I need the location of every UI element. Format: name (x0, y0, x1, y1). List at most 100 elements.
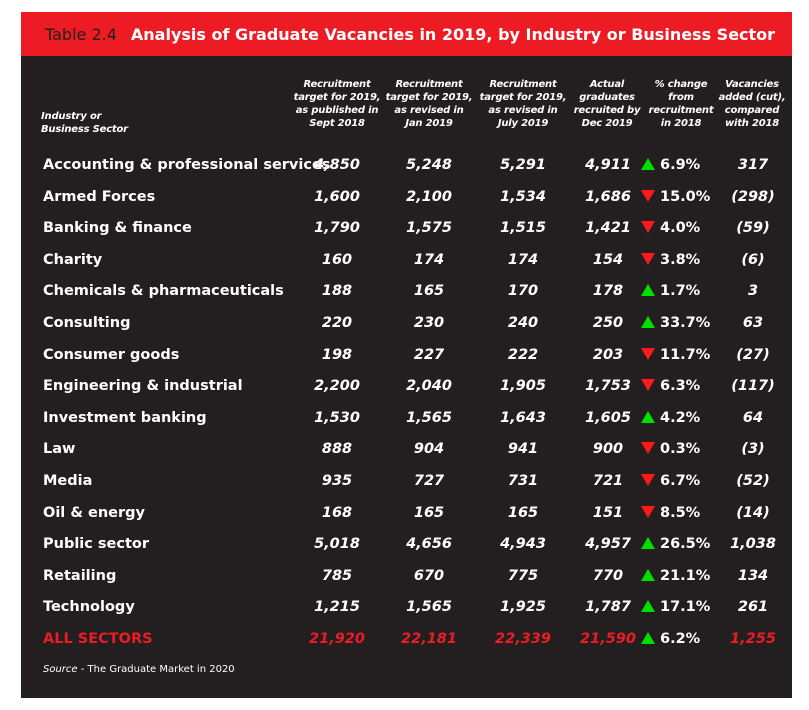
actual-recruited: 178 (592, 283, 624, 300)
table-row: Chemicals & pharmaceuticals 188 165 170 … (21, 276, 792, 307)
percent-change: 6.3% (641, 371, 721, 402)
actual-recruited: 721 (592, 473, 624, 489)
up-arrow-icon (641, 537, 655, 550)
total-percent-change: 6.2% (641, 624, 721, 655)
up-arrow-icon (641, 284, 655, 297)
target-sept: 785 (321, 567, 353, 584)
target-jan: 165 (413, 504, 445, 521)
vacancies-added: 3 (747, 283, 759, 300)
target-july: 5,291 (500, 157, 546, 173)
target-jan: 727 (413, 473, 445, 489)
vacancies-added: 1,038 (730, 536, 776, 553)
target-jan: 4,656 (406, 536, 452, 553)
down-arrow-icon (641, 189, 655, 202)
percent-change: 4.0% (641, 213, 721, 244)
percent-change: 8.5% (641, 498, 721, 529)
total-target-july: 22,339 (495, 631, 551, 647)
up-arrow-icon (641, 568, 655, 581)
actual-recruited: 900 (592, 441, 624, 458)
header-jan: Recruitment target for 2019, as revised … (385, 79, 473, 129)
target-july: 1,534 (500, 188, 546, 205)
actual-recruited: 250 (592, 315, 624, 331)
vacancies-added: 261 (737, 599, 769, 616)
table-row: Investment banking 1,530 1,565 1,643 1,6… (21, 403, 792, 434)
target-jan: 1,565 (406, 409, 452, 426)
percent-change: 17.1% (641, 592, 721, 623)
total-actual-recruited: 21,590 (580, 631, 636, 647)
target-jan: 2,100 (406, 188, 452, 205)
actual-recruited: 1,686 (585, 188, 631, 205)
table-row: Public sector 5,018 4,656 4,943 4,957 26… (21, 529, 792, 560)
target-july: 941 (507, 441, 539, 458)
down-arrow-icon (641, 221, 655, 234)
actual-recruited: 1,787 (585, 599, 631, 616)
target-sept: 1,790 (314, 220, 360, 237)
up-arrow-icon (641, 158, 655, 170)
total-label: ALL SECTORS (43, 631, 153, 647)
source-label: Source (43, 664, 78, 675)
table-row: Banking & finance 1,790 1,575 1,515 1,42… (21, 213, 792, 244)
actual-recruited: 4,957 (585, 536, 631, 553)
target-july: 170 (507, 283, 539, 300)
down-arrow-icon (641, 379, 655, 392)
header-added: Vacancies added (cut), compared with 201… (718, 79, 786, 129)
header-sector: Industry or Business Sector (41, 111, 128, 135)
target-jan: 1,575 (406, 220, 452, 237)
target-jan: 5,248 (406, 157, 452, 173)
target-sept: 888 (321, 441, 353, 458)
target-sept: 168 (321, 504, 353, 521)
sector-name: Banking & finance (43, 220, 192, 237)
vacancies-added: 64 (742, 409, 764, 426)
target-july: 4,943 (500, 536, 546, 553)
actual-recruited: 203 (592, 346, 624, 363)
target-sept: 220 (321, 315, 353, 331)
target-jan: 904 (413, 441, 445, 458)
sector-name: Oil & energy (43, 504, 145, 521)
down-arrow-icon (641, 347, 655, 360)
down-arrow-icon (641, 252, 655, 265)
vacancies-added: (52) (736, 473, 770, 489)
header-july: Recruitment target for 2019, as revised … (479, 79, 567, 129)
header-sept: Recruitment target for 2019, as publishe… (293, 79, 381, 129)
vacancies-added: (117) (731, 378, 775, 395)
target-sept: 198 (321, 346, 353, 363)
target-sept: 1,600 (314, 188, 360, 205)
sector-name: Engineering & industrial (43, 378, 243, 395)
vacancies-added: 63 (742, 315, 764, 331)
actual-recruited: 154 (592, 251, 624, 268)
target-sept: 2,200 (314, 378, 360, 395)
percent-change: 15.0% (641, 182, 721, 213)
percent-change: 0.3% (641, 434, 721, 465)
header-actual: Actual graduates recruited by Dec 2019 (573, 79, 641, 129)
source-text: - The Graduate Market in 2020 (77, 664, 235, 675)
target-sept: 1,215 (314, 599, 360, 616)
up-arrow-icon (641, 600, 655, 613)
table-row: Engineering & industrial 2,200 2,040 1,9… (21, 371, 792, 402)
table-row: Charity 160 174 174 154 3.8% (6) (21, 245, 792, 276)
actual-recruited: 4,911 (585, 157, 631, 173)
percent-change: 6.7% (641, 466, 721, 497)
title-bar: Table 2.4 Analysis of Graduate Vacancies… (21, 12, 792, 56)
target-sept: 4,850 (314, 157, 360, 173)
sector-name: Media (43, 473, 93, 489)
vacancies-added: (14) (736, 504, 770, 521)
sector-name: Technology (43, 599, 135, 616)
vacancies-added: (27) (736, 346, 770, 363)
target-jan: 227 (413, 346, 445, 363)
table-panel: Table 2.4 Analysis of Graduate Vacancies… (21, 12, 792, 698)
target-july: 165 (507, 504, 539, 521)
target-jan: 670 (413, 567, 445, 584)
table-row: Technology 1,215 1,565 1,925 1,787 17.1%… (21, 592, 792, 623)
sector-name: Accounting & professional services (43, 157, 331, 173)
percent-change: 33.7% (641, 308, 721, 339)
total-vacancies-added: 1,255 (730, 631, 776, 647)
target-sept: 188 (321, 283, 353, 300)
percent-change: 21.1% (641, 561, 721, 592)
total-row: ALL SECTORS 21,920 22,181 22,339 21,590 … (21, 624, 792, 655)
sector-name: Armed Forces (43, 188, 156, 205)
sector-name: Charity (43, 251, 103, 268)
vacancies-added: 317 (737, 157, 769, 173)
target-sept: 5,018 (314, 536, 360, 553)
source-note: Source - The Graduate Market in 2020 (43, 664, 235, 675)
vacancies-added: (6) (741, 251, 765, 268)
